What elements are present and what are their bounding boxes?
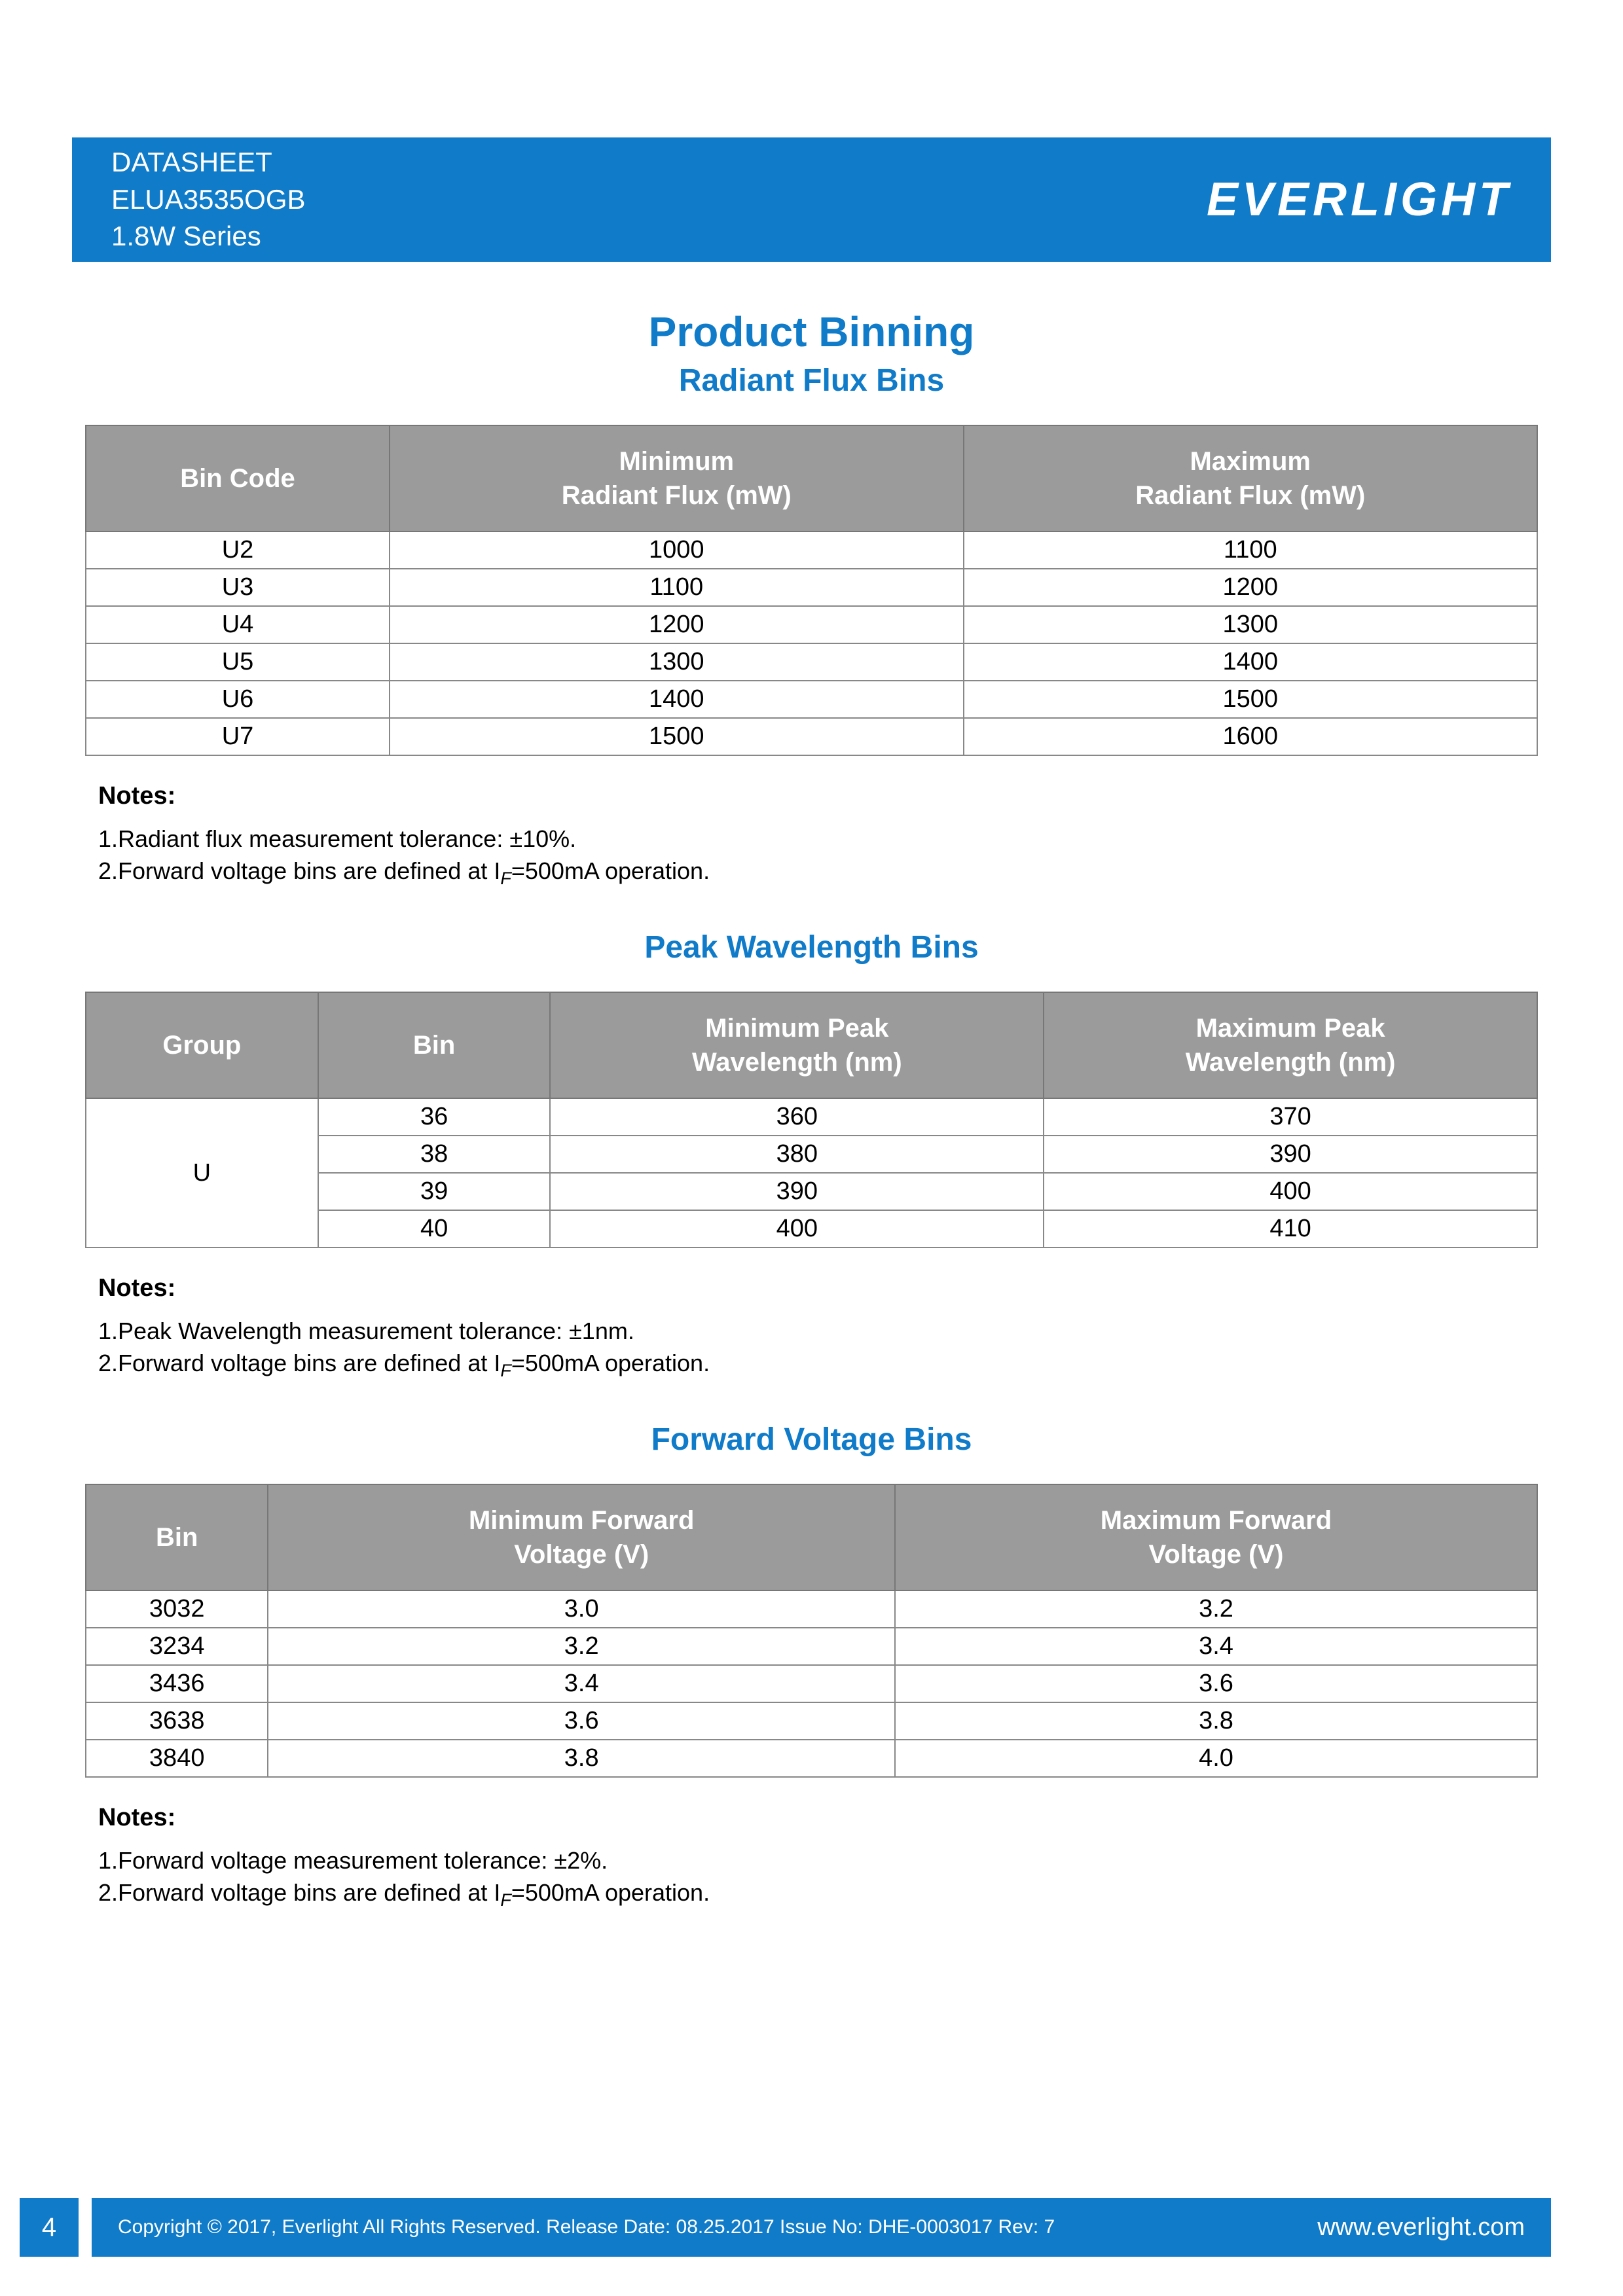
note-line: 2.Forward voltage bins are defined at IF… [98, 1348, 1538, 1383]
table-cell: 3638 [86, 1702, 268, 1740]
table-cell: 3.6 [268, 1702, 895, 1740]
table-cell: 3.2 [268, 1628, 895, 1665]
radiant-notes-label: Notes: [98, 782, 1538, 810]
wavelength-col2: Minimum PeakWavelength (nm) [550, 992, 1044, 1098]
voltage-col1: Minimum ForwardVoltage (V) [268, 1484, 895, 1590]
wavelength-notes: 1.Peak Wavelength measurement tolerance:… [98, 1316, 1538, 1382]
voltage-notes: 1.Forward voltage measurement tolerance:… [98, 1845, 1538, 1912]
radiant-notes: 1.Radiant flux measurement tolerance: ±1… [98, 823, 1538, 890]
table-cell: U2 [86, 531, 390, 569]
table-cell: 1300 [964, 606, 1537, 643]
radiant-table: Bin Code MinimumRadiant Flux (mW) Maximu… [85, 425, 1538, 756]
table-cell: 3.4 [268, 1665, 895, 1702]
table-cell: 1600 [964, 718, 1537, 755]
main-content: Product Binning Radiant Flux Bins Bin Co… [85, 295, 1538, 1952]
voltage-body: 30323.03.232343.23.434363.43.636383.63.8… [86, 1590, 1537, 1777]
table-cell: 38 [318, 1136, 551, 1173]
table-cell: 400 [1044, 1173, 1537, 1210]
note-line: 1.Forward voltage measurement tolerance:… [98, 1845, 1538, 1877]
note-line: 2.Forward voltage bins are defined at IF… [98, 1877, 1538, 1912]
table-cell: 3.8 [268, 1740, 895, 1777]
header-line2: ELUA3535OGB [111, 181, 306, 219]
table-cell: 3840 [86, 1740, 268, 1777]
voltage-notes-label: Notes: [98, 1804, 1538, 1832]
table-cell: 3234 [86, 1628, 268, 1665]
table-cell: 410 [1044, 1210, 1537, 1247]
table-cell: 1500 [964, 681, 1537, 718]
radiant-col2: MaximumRadiant Flux (mW) [964, 425, 1537, 531]
page-number: 4 [20, 2198, 79, 2257]
radiant-title: Radiant Flux Bins [85, 363, 1538, 399]
radiant-body: U210001100U311001200U412001300U513001400… [86, 531, 1537, 755]
table-cell: 3.2 [895, 1590, 1537, 1628]
wavelength-body: U36360370383803903939040040400410 [86, 1098, 1537, 1247]
note-line: 1.Radiant flux measurement tolerance: ±1… [98, 823, 1538, 855]
table-cell: 1200 [964, 569, 1537, 606]
note-line: 1.Peak Wavelength measurement tolerance:… [98, 1316, 1538, 1348]
table-cell: 1100 [964, 531, 1537, 569]
radiant-col1: MinimumRadiant Flux (mW) [390, 425, 963, 531]
table-cell: 4.0 [895, 1740, 1537, 1777]
voltage-col2: Maximum ForwardVoltage (V) [895, 1484, 1537, 1590]
table-cell: U6 [86, 681, 390, 718]
wavelength-col0: Group [86, 992, 318, 1098]
table-cell: U5 [86, 643, 390, 681]
header-textblock: DATASHEET ELUA3535OGB 1.8W Series [111, 144, 306, 255]
header-line3: 1.8W Series [111, 218, 306, 255]
wavelength-title: Peak Wavelength Bins [85, 929, 1538, 965]
wavelength-notes-label: Notes: [98, 1274, 1538, 1302]
page-header: DATASHEET ELUA3535OGB 1.8W Series EVERLI… [72, 137, 1551, 262]
radiant-col0: Bin Code [86, 425, 390, 531]
footer-url: www.everlight.com [1317, 2214, 1525, 2242]
header-line1: DATASHEET [111, 144, 306, 181]
table-cell: 3.0 [268, 1590, 895, 1628]
table-cell: 390 [550, 1173, 1044, 1210]
table-cell: 1200 [390, 606, 963, 643]
page-footer: 4 Copyright © 2017, Everlight All Rights… [0, 2198, 1623, 2257]
wavelength-table: Group Bin Minimum PeakWavelength (nm) Ma… [85, 992, 1538, 1248]
table-cell: 1000 [390, 531, 963, 569]
voltage-col0: Bin [86, 1484, 268, 1590]
footer-bar: Copyright © 2017, Everlight All Rights R… [92, 2198, 1551, 2257]
table-cell: 370 [1044, 1098, 1537, 1136]
table-cell: 3.6 [895, 1665, 1537, 1702]
note-line: 2.Forward voltage bins are defined at IF… [98, 855, 1538, 891]
everlight-logo: EVERLIGHT [1207, 173, 1512, 226]
table-cell: 3.8 [895, 1702, 1537, 1740]
table-cell: 390 [1044, 1136, 1537, 1173]
table-cell: 1100 [390, 569, 963, 606]
section-title: Product Binning [85, 308, 1538, 356]
table-cell: 36 [318, 1098, 551, 1136]
table-cell: 1400 [964, 643, 1537, 681]
table-cell: 360 [550, 1098, 1044, 1136]
table-cell: 39 [318, 1173, 551, 1210]
wavelength-col3: Maximum PeakWavelength (nm) [1044, 992, 1537, 1098]
wavelength-group-cell: U [86, 1098, 318, 1247]
voltage-table: Bin Minimum ForwardVoltage (V) Maximum F… [85, 1484, 1538, 1778]
table-cell: 40 [318, 1210, 551, 1247]
table-cell: 400 [550, 1210, 1044, 1247]
table-cell: 3436 [86, 1665, 268, 1702]
table-cell: U7 [86, 718, 390, 755]
table-cell: 1500 [390, 718, 963, 755]
wavelength-col1: Bin [318, 992, 551, 1098]
table-cell: 380 [550, 1136, 1044, 1173]
table-cell: 1400 [390, 681, 963, 718]
table-cell: 3.4 [895, 1628, 1537, 1665]
footer-copyright: Copyright © 2017, Everlight All Rights R… [118, 2216, 1055, 2238]
voltage-title: Forward Voltage Bins [85, 1422, 1538, 1458]
table-cell: 1300 [390, 643, 963, 681]
table-cell: U3 [86, 569, 390, 606]
table-cell: 3032 [86, 1590, 268, 1628]
table-cell: U4 [86, 606, 390, 643]
